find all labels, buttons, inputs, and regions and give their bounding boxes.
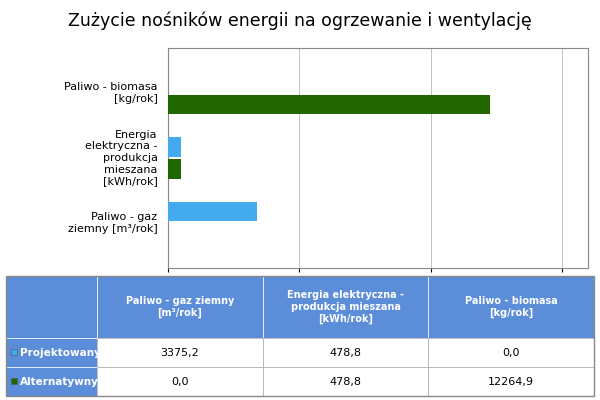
Text: 0,0: 0,0 <box>502 348 520 358</box>
Bar <box>168 159 181 179</box>
Text: Paliwo - biomasa
[kg/rok]: Paliwo - biomasa [kg/rok] <box>465 296 557 318</box>
Text: Paliwo - gaz ziemny
[m³/rok]: Paliwo - gaz ziemny [m³/rok] <box>126 296 234 318</box>
Bar <box>168 137 181 157</box>
Text: 12264,9: 12264,9 <box>488 377 534 386</box>
Text: 478,8: 478,8 <box>329 377 362 386</box>
Text: Energia elektryczna -
produkcja mieszana
[kWh/rok]: Energia elektryczna - produkcja mieszana… <box>287 290 404 324</box>
Text: 478,8: 478,8 <box>329 348 362 358</box>
Text: Zużycie nośników energii na ogrzewanie i wentylację: Zużycie nośników energii na ogrzewanie i… <box>68 12 532 30</box>
Text: Alternatywny: Alternatywny <box>20 377 98 386</box>
Bar <box>168 202 257 222</box>
Text: 0,0: 0,0 <box>171 377 189 386</box>
Bar <box>168 94 490 114</box>
Text: Projektowany: Projektowany <box>20 348 101 358</box>
Text: 3375,2: 3375,2 <box>161 348 199 358</box>
